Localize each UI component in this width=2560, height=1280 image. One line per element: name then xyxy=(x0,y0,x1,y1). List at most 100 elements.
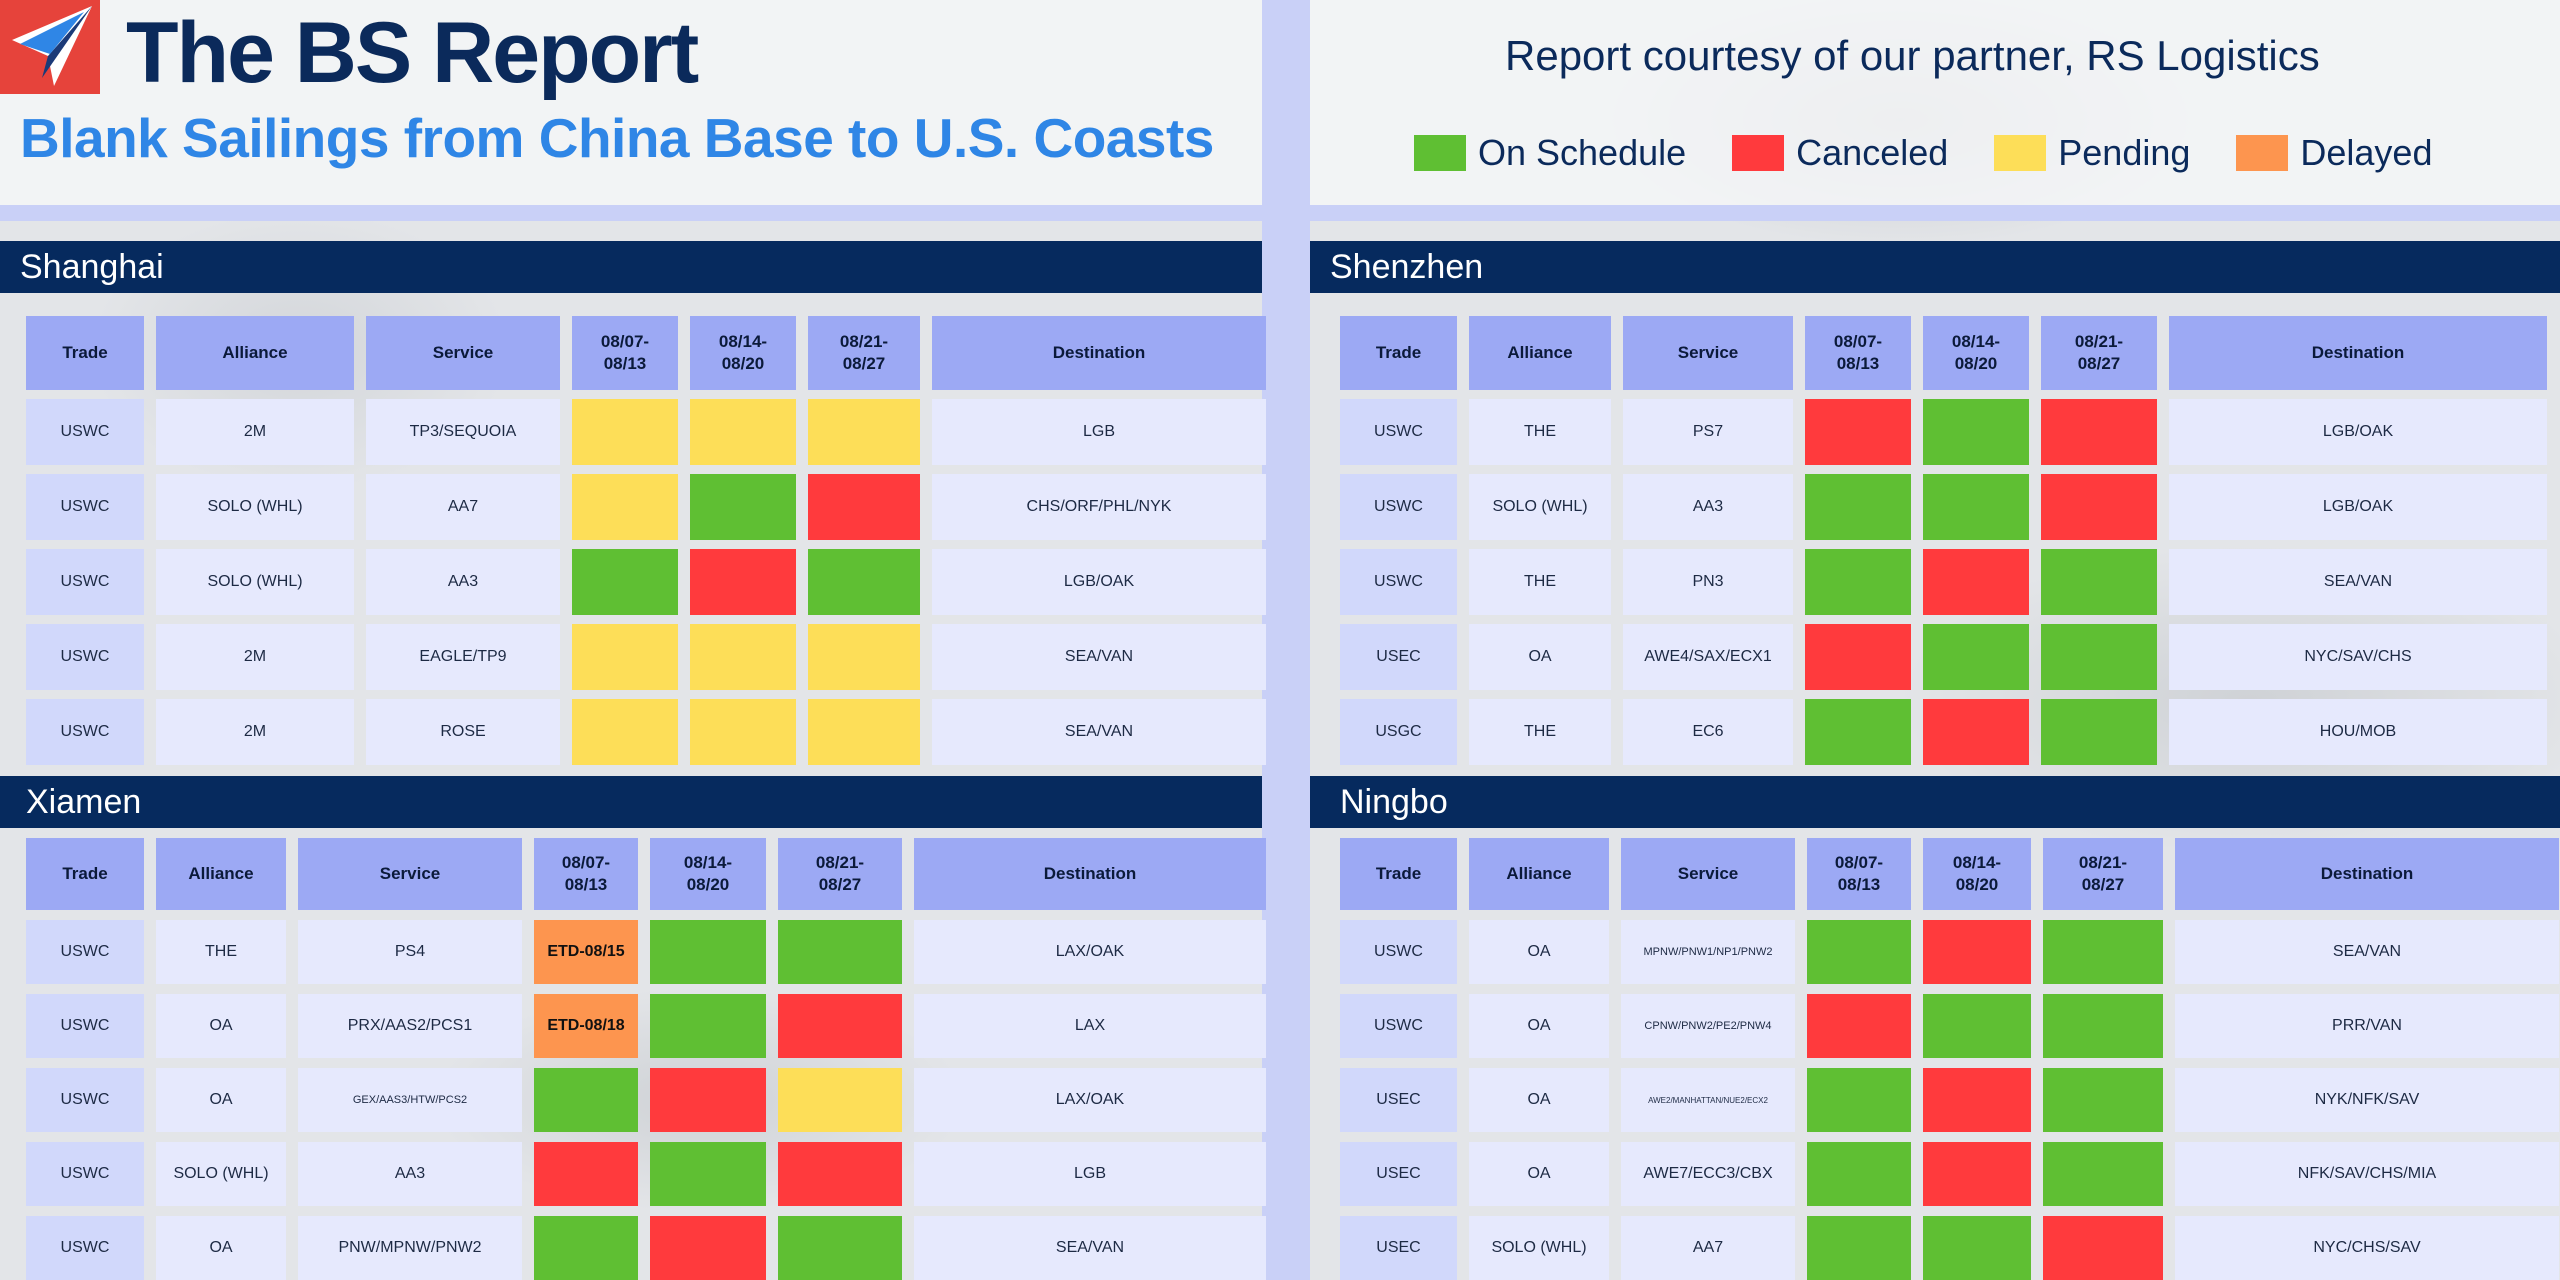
trade-cell: USEC xyxy=(1340,624,1457,690)
status-cell xyxy=(2043,1068,2163,1132)
column-header: Destination xyxy=(914,838,1266,910)
service-cell: PRX/AAS2/PCS1 xyxy=(298,994,522,1058)
ningbo-table: Trade Alliance Service 08/07- 08/13 08/14- 0… xyxy=(1340,838,2559,1280)
service-cell: ROSE xyxy=(366,699,560,765)
status-cell xyxy=(534,1142,638,1206)
status-cell: ETD-08/15 xyxy=(534,920,638,984)
column-header: Service xyxy=(1621,838,1795,910)
status-cell xyxy=(1805,699,1911,765)
legend-label: Pending xyxy=(2058,132,2191,173)
status-cell xyxy=(778,994,902,1058)
status-cell xyxy=(808,699,920,765)
status-cell xyxy=(690,399,796,465)
trade-cell: USWC xyxy=(26,474,144,540)
trade-cell: USWC xyxy=(1340,920,1457,984)
trade-cell: USEC xyxy=(1340,1216,1457,1280)
status-cell: ETD-08/18 xyxy=(534,994,638,1058)
column-header: Alliance xyxy=(1469,838,1609,910)
legend-label: On Schedule xyxy=(1478,132,1687,173)
status-cell xyxy=(1923,549,2029,615)
status-cell xyxy=(808,399,920,465)
status-cell xyxy=(778,1216,902,1280)
trade-cell: USWC xyxy=(26,1068,144,1132)
status-cell xyxy=(572,474,678,540)
status-cell xyxy=(808,549,920,615)
legend-swatch xyxy=(1732,135,1785,171)
destination-cell: HOU/MOB xyxy=(2169,699,2547,765)
column-header: Alliance xyxy=(156,838,286,910)
trade-cell: USWC xyxy=(26,624,144,690)
trade-cell: USWC xyxy=(26,399,144,465)
alliance-cell: SOLO (WHL) xyxy=(156,474,354,540)
destination-cell: LGB/OAK xyxy=(932,549,1266,615)
column-header: 08/21- 08/27 xyxy=(2041,316,2157,390)
legend-pending: Pending xyxy=(1994,132,2190,174)
column-header: Service xyxy=(298,838,522,910)
status-cell xyxy=(650,1068,766,1132)
status-cell xyxy=(690,474,796,540)
column-header: Trade xyxy=(26,316,144,390)
column-header: 08/14- 08/20 xyxy=(1923,316,2029,390)
status-cell xyxy=(808,474,920,540)
shenzhen-table: Trade Alliance Service 08/07- 08/13 08/14- 0… xyxy=(1340,316,2547,765)
destination-cell: SEA/VAN xyxy=(932,624,1266,690)
destination-cell: SEA/VAN xyxy=(2175,920,2559,984)
service-cell: AA7 xyxy=(366,474,560,540)
column-header: Alliance xyxy=(156,316,354,390)
status-cell xyxy=(1807,920,1911,984)
status-cell xyxy=(1923,1216,2031,1280)
column-header: 08/07- 08/13 xyxy=(1807,838,1911,910)
vertical-divider xyxy=(1262,0,1310,1280)
destination-cell: LGB/OAK xyxy=(2169,474,2547,540)
alliance-cell: OA xyxy=(1469,920,1609,984)
alliance-cell: THE xyxy=(1469,399,1611,465)
service-cell: AWE2/MANHATTAN/NUE2/ECX2 xyxy=(1621,1068,1795,1132)
column-header: Trade xyxy=(1340,316,1457,390)
service-cell: PS7 xyxy=(1623,399,1793,465)
status-cell xyxy=(778,1142,902,1206)
alliance-cell: OA xyxy=(156,994,286,1058)
alliance-cell: SOLO (WHL) xyxy=(1469,1216,1609,1280)
destination-cell: LGB/OAK xyxy=(2169,399,2547,465)
status-cell xyxy=(1807,1216,1911,1280)
legend-on-schedule: On Schedule xyxy=(1414,132,1686,174)
legend-canceled: Canceled xyxy=(1732,132,1948,174)
column-header: 08/07- 08/13 xyxy=(572,316,678,390)
status-cell xyxy=(2043,994,2163,1058)
alliance-cell: THE xyxy=(156,920,286,984)
service-cell: MPNW/PNW1/NP1/PNW2 xyxy=(1621,920,1795,984)
destination-cell: CHS/ORF/PHL/NYK xyxy=(932,474,1266,540)
status-cell xyxy=(1807,1068,1911,1132)
alliance-cell: THE xyxy=(1469,699,1611,765)
trade-cell: USWC xyxy=(26,1216,144,1280)
destination-cell: LAX xyxy=(914,994,1266,1058)
status-cell xyxy=(1923,399,2029,465)
status-cell xyxy=(690,549,796,615)
status-legend: On Schedule Canceled Pending Delayed xyxy=(1414,132,2432,174)
column-header: 08/07- 08/13 xyxy=(534,838,638,910)
status-cell xyxy=(572,549,678,615)
destination-cell: SEA/VAN xyxy=(932,699,1266,765)
column-header: Destination xyxy=(2169,316,2547,390)
section-title-shanghai: Shanghai xyxy=(0,241,1262,293)
xiamen-table: Trade Alliance Service 08/07- 08/13 08/14- 0… xyxy=(26,838,1266,1280)
trade-cell: USWC xyxy=(1340,474,1457,540)
status-cell xyxy=(1807,1142,1911,1206)
status-cell xyxy=(690,699,796,765)
status-cell xyxy=(534,1068,638,1132)
legend-swatch xyxy=(1414,135,1466,171)
service-cell: PN3 xyxy=(1623,549,1793,615)
trade-cell: USEC xyxy=(1340,1142,1457,1206)
column-header: 08/21- 08/27 xyxy=(808,316,920,390)
status-cell xyxy=(808,624,920,690)
status-cell xyxy=(778,920,902,984)
section-title-xiamen: Xiamen xyxy=(0,776,1262,828)
alliance-cell: OA xyxy=(156,1068,286,1132)
service-cell: TP3/SEQUOIA xyxy=(366,399,560,465)
destination-cell: LGB xyxy=(932,399,1266,465)
section-title-ningbo: Ningbo xyxy=(1310,776,2560,828)
status-cell xyxy=(650,920,766,984)
column-header: Destination xyxy=(932,316,1266,390)
status-cell xyxy=(1923,920,2031,984)
column-header: Trade xyxy=(1340,838,1457,910)
